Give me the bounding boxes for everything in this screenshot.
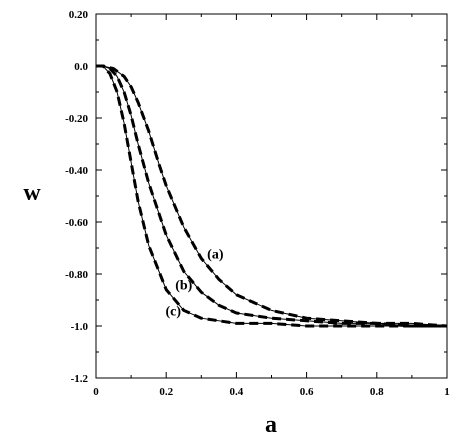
curve-label: (a) [207,247,224,262]
series-solid-line [96,65,447,327]
curve-labels: (a) (b) (c) [165,247,223,319]
x-tick-label: 1 [444,386,450,398]
x-tick-label: 0.6 [300,386,314,398]
y-axis-title: w [23,180,41,206]
series-c [96,64,447,328]
y-tick-label: -1.0 [71,321,89,333]
x-tick-labels: 0 0.2 0.4 0.6 0.8 1 [93,386,450,398]
y-tick-labels: 0.20 0.0 -0.20 -0.40 -0.60 -0.80 -1.0 -1.2 [65,9,88,385]
series-solid-line [96,65,447,327]
x-tick-label: 0.4 [230,386,244,398]
y-tick-label: -1.2 [71,373,89,385]
series-a [96,64,448,328]
axis-ticks [95,13,448,379]
y-tick-label: 0.0 [74,61,88,73]
y-tick-label: -0.60 [65,217,88,229]
y-tick-label: -0.40 [65,165,88,177]
curve-label: (c) [165,305,181,320]
curve-label: (b) [175,279,192,294]
data-series [96,64,448,328]
series-dashed-line [96,64,447,328]
x-tick-label: 0.8 [370,386,384,398]
series-solid-line [96,65,448,327]
series-dashed-line [96,64,448,328]
x-tick-label: 0.2 [159,386,173,398]
y-tick-label: -0.20 [65,113,88,125]
x-tick-label: 0 [93,386,99,398]
y-tick-label: -0.80 [65,269,88,281]
series-b [96,64,447,328]
series-dashed-line [96,64,447,328]
y-tick-label: 0.20 [69,9,89,21]
x-axis-title: a [265,412,277,438]
